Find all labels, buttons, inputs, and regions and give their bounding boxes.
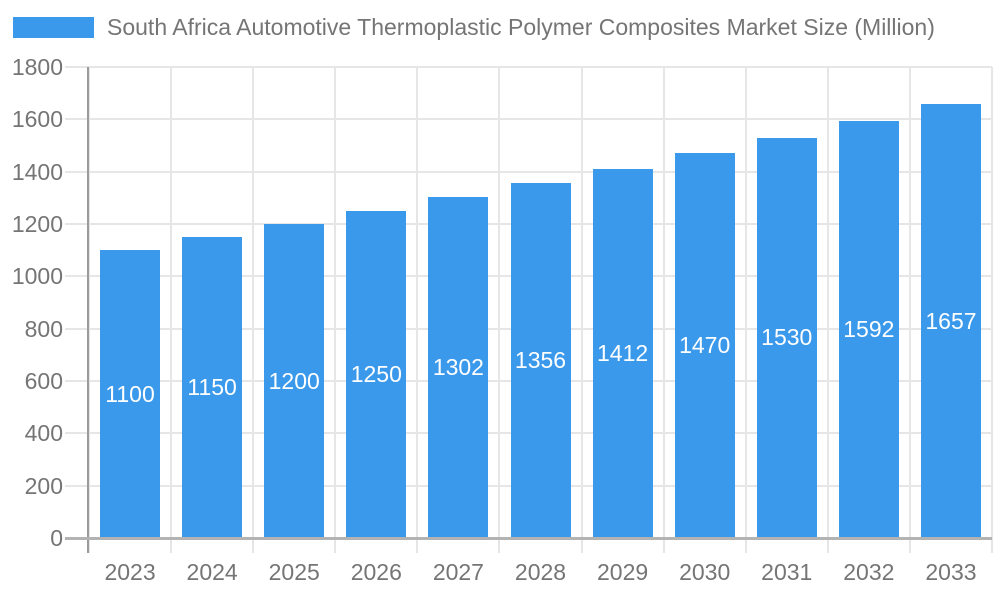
y-tick-label: 1400: [11, 158, 63, 185]
v-gridline: [991, 67, 993, 553]
x-tick-label: 2031: [761, 559, 813, 585]
bar-value-label: 1412: [596, 339, 649, 366]
v-gridline: [498, 67, 501, 553]
y-tick-label: 1000: [11, 263, 63, 290]
bar: 1302: [428, 197, 489, 538]
v-gridline: [744, 67, 747, 553]
bar: 1657: [920, 104, 981, 538]
y-tick-label: 1600: [11, 106, 63, 133]
legend: South Africa Automotive Thermoplastic Po…: [13, 14, 935, 41]
bar-value-label: 1250: [350, 360, 402, 387]
x-tick-label: 2032: [843, 559, 895, 585]
bar: 1250: [346, 210, 407, 538]
bar-value-label: 1657: [925, 307, 977, 334]
bar: 1356: [510, 183, 571, 538]
v-gridline: [662, 67, 665, 553]
bar-value-label: 1150: [187, 374, 237, 401]
y-tick-label: 600: [24, 368, 63, 394]
v-gridline: [88, 67, 90, 553]
x-tick-label: 2025: [268, 559, 320, 585]
x-tick-label: 2033: [925, 559, 977, 585]
v-gridline: [416, 67, 419, 553]
x-tick-label: 2028: [514, 559, 567, 585]
bar: 1530: [756, 137, 817, 538]
v-gridline: [580, 67, 583, 553]
y-tick-label: 0: [50, 525, 63, 551]
x-tick-label: 2024: [186, 559, 238, 585]
chart-title: South Africa Automotive Thermoplastic Po…: [107, 14, 935, 40]
x-tick-label: 2026: [350, 559, 402, 585]
bar-value-label: 1200: [268, 367, 320, 394]
v-gridline: [908, 67, 911, 553]
x-tick-label: 2029: [596, 559, 649, 585]
y-tick-label: 400: [24, 420, 63, 447]
y-tick-label: 800: [24, 315, 63, 342]
bar: 1200: [264, 224, 325, 538]
legend-swatch: [13, 17, 94, 38]
v-gridline: [334, 67, 337, 553]
y-tick-label: 200: [24, 472, 63, 499]
bar-value-label: 1302: [432, 354, 484, 381]
v-gridline: [826, 67, 829, 553]
bar-value-label: 1470: [679, 332, 731, 359]
bar-value-label: 1356: [514, 347, 567, 374]
x-tick-label: 2027: [432, 559, 484, 585]
y-tick-label: 1800: [11, 54, 63, 80]
bar: 1470: [674, 153, 735, 538]
h-gridline: [65, 170, 992, 173]
bar: 1150: [182, 237, 243, 538]
h-gridline: [65, 118, 992, 121]
bar: 1412: [592, 168, 653, 538]
v-gridline: [170, 67, 173, 553]
v-gridline: [252, 67, 255, 553]
h-gridline: [65, 66, 992, 68]
bar: 1592: [838, 121, 899, 538]
x-tick-label: 2023: [104, 559, 156, 585]
bar: 1100: [100, 250, 161, 538]
y-tick-label: 1200: [11, 211, 63, 237]
bar-value-label: 1530: [761, 324, 813, 351]
x-tick-label: 2030: [679, 559, 731, 585]
y-axis-line: [87, 67, 89, 553]
bar-value-label: 1592: [843, 316, 895, 343]
bar-value-label: 1100: [105, 380, 155, 407]
x-axis-line: [65, 537, 992, 540]
